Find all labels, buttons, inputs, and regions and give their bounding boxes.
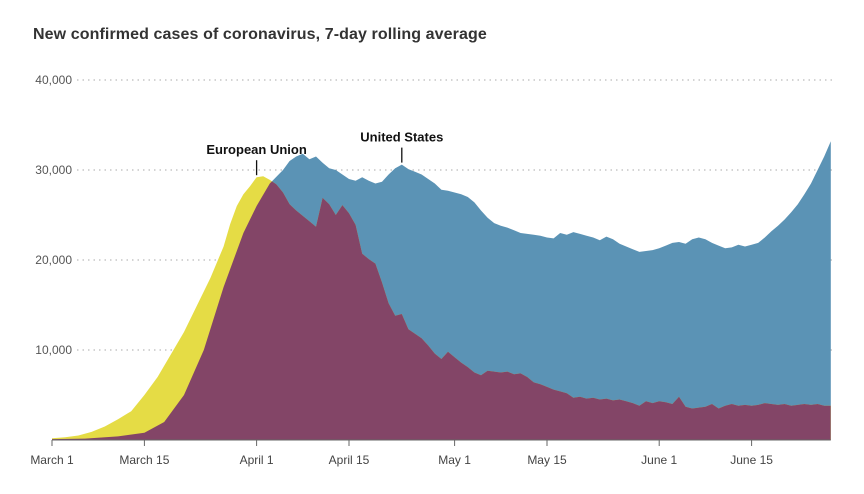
series-area-overlap bbox=[52, 176, 831, 440]
x-tick-label: March 15 bbox=[119, 453, 169, 467]
y-tick-label: 20,000 bbox=[35, 253, 72, 267]
x-tick-label: May 1 bbox=[438, 453, 471, 467]
y-tick-label: 30,000 bbox=[35, 163, 72, 177]
annotation-united-states: United States bbox=[360, 130, 443, 145]
chart-title: New confirmed cases of coronavirus, 7-da… bbox=[33, 26, 487, 43]
annotation-european-union: European Union bbox=[206, 142, 306, 157]
x-tick-label: April 15 bbox=[329, 453, 370, 467]
x-axis-ticks: March 1 March 15 April 1 April 15 May 1 May 1… bbox=[30, 440, 773, 467]
x-tick-label: March 1 bbox=[30, 453, 74, 467]
x-tick-label: June 1 bbox=[641, 453, 677, 467]
x-tick-label: June 15 bbox=[730, 453, 773, 467]
y-axis-ticks: 10,000 20,000 30,000 40,000 bbox=[35, 73, 72, 357]
y-tick-label: 10,000 bbox=[35, 343, 72, 357]
area-series-layer bbox=[52, 141, 831, 441]
annotations: European Union United States bbox=[206, 130, 443, 176]
x-tick-label: April 1 bbox=[240, 453, 274, 467]
y-tick-label: 40,000 bbox=[35, 73, 72, 87]
x-tick-label: May 15 bbox=[527, 453, 567, 467]
